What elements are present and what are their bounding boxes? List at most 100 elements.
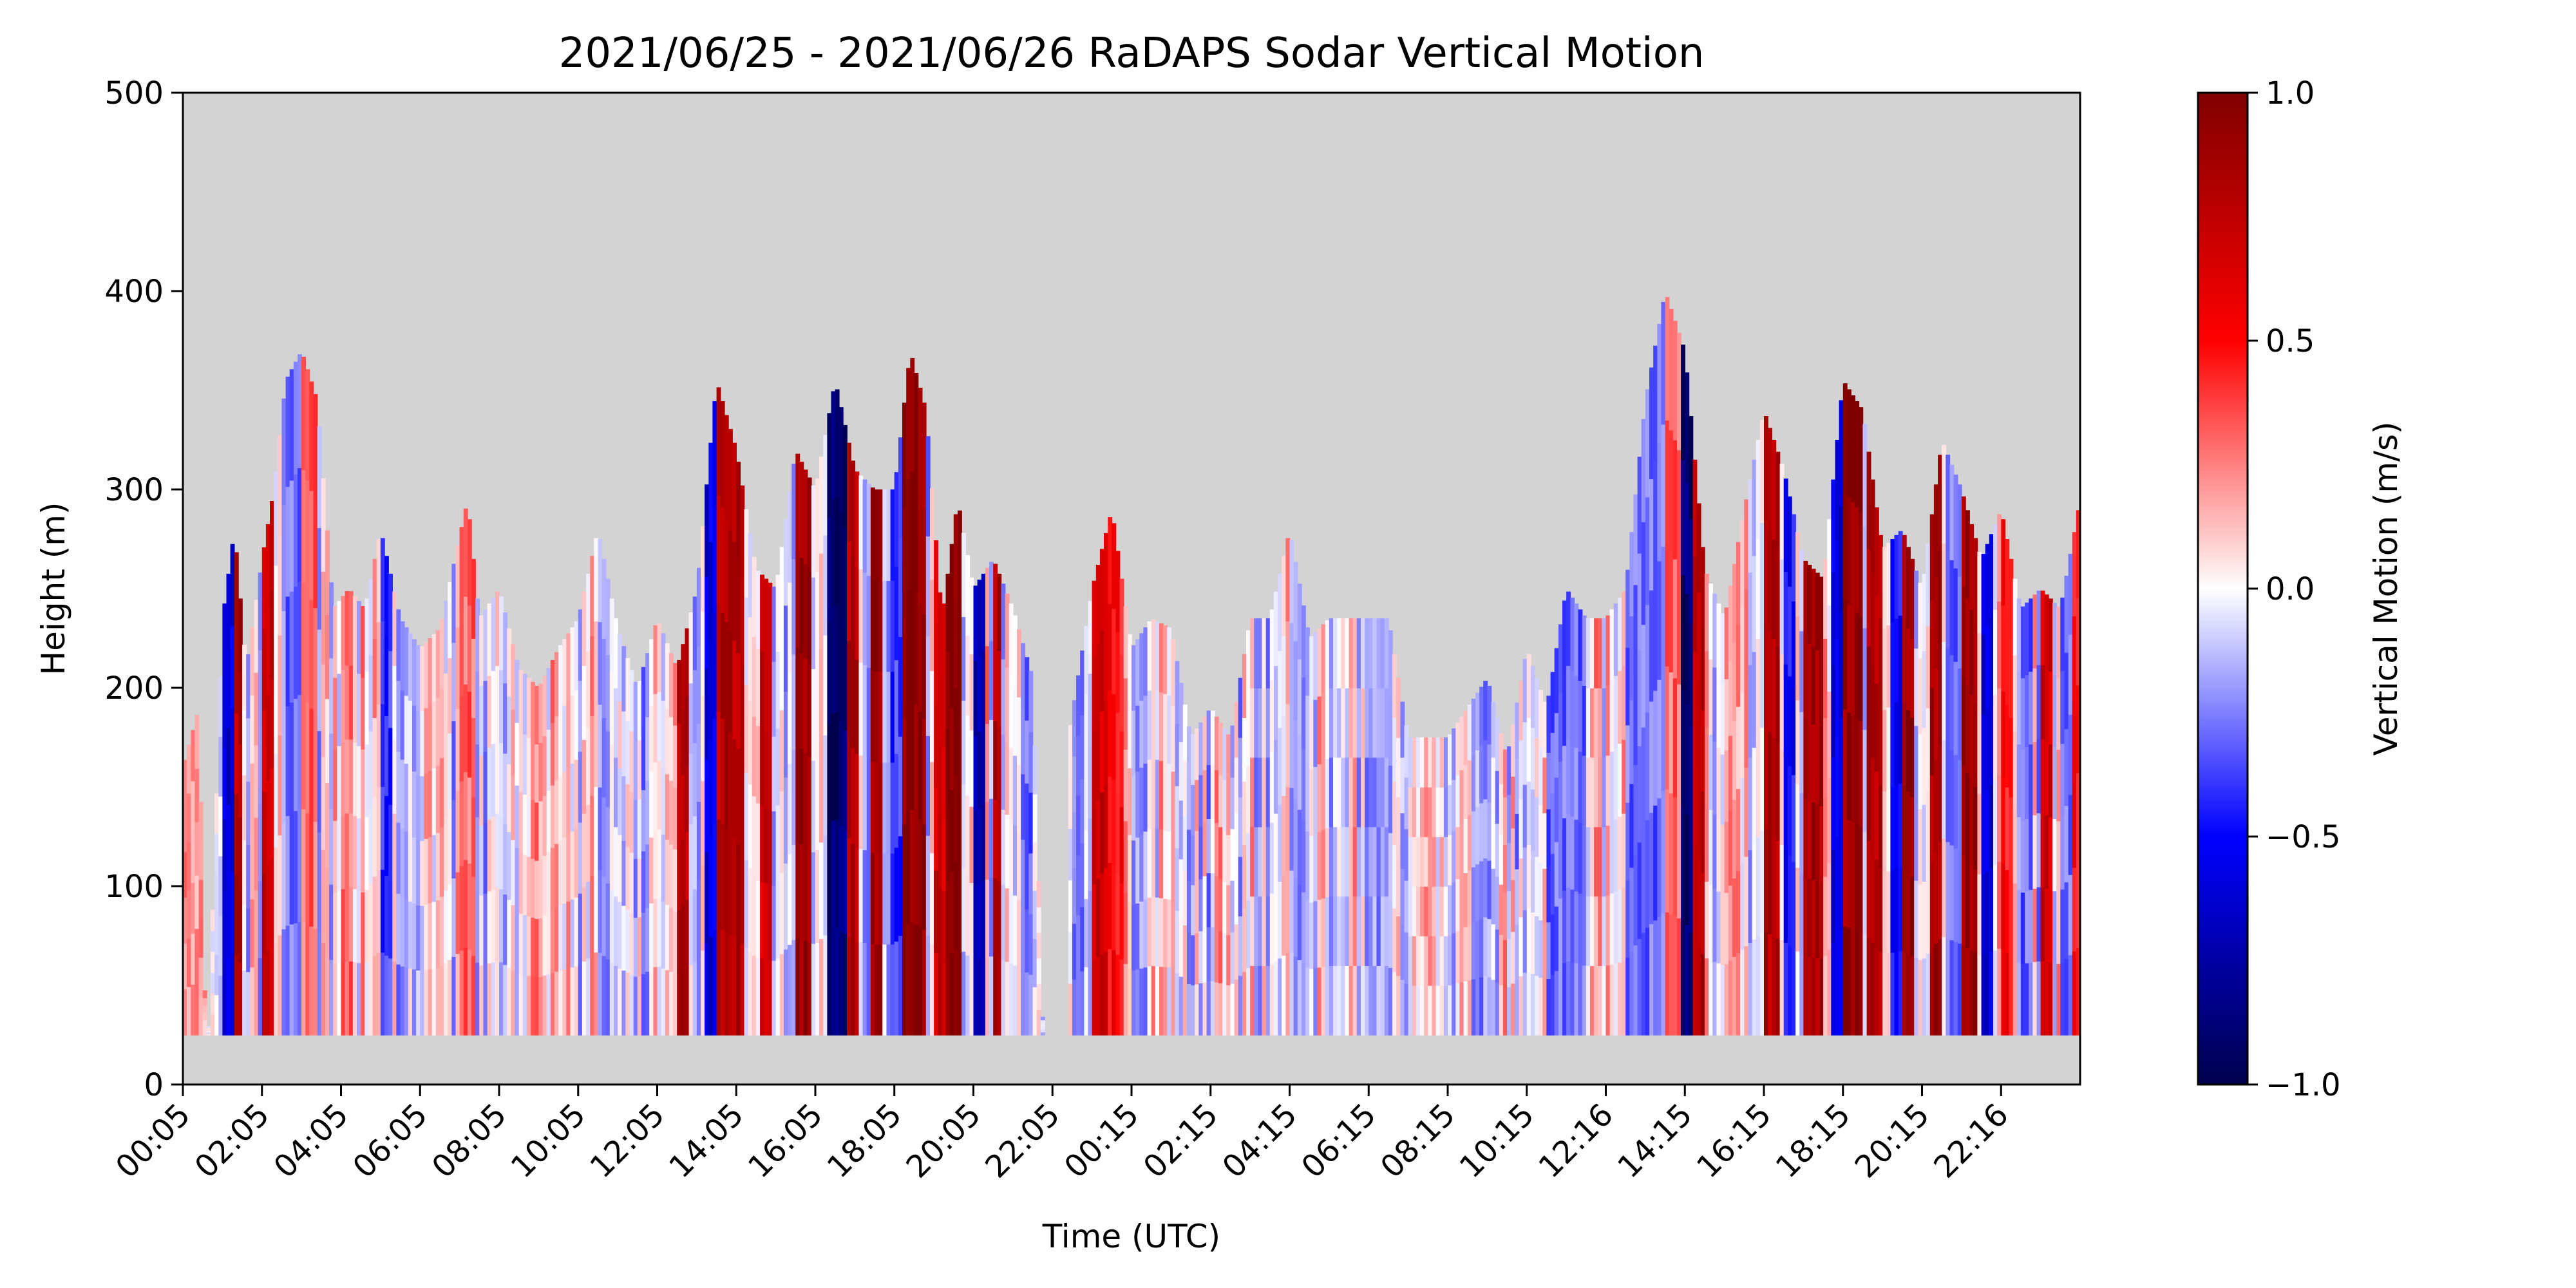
heatmap-cell: [1139, 834, 1144, 902]
heatmap-cell: [1649, 923, 1654, 1036]
heatmap-cell: [1443, 787, 1448, 837]
heatmap-cell: [934, 622, 938, 706]
heatmap-cell: [1388, 697, 1393, 766]
heatmap-cell: [191, 984, 196, 1036]
heatmap-cell: [285, 596, 290, 706]
heatmap-cell: [1155, 828, 1160, 898]
heatmap-cell: [313, 500, 318, 609]
heatmap-cell: [1127, 968, 1132, 1036]
heatmap-cell: [1021, 904, 1026, 971]
heatmap-cell: [1859, 826, 1864, 931]
heatmap-cell: [341, 888, 346, 963]
heatmap-cell: [1839, 823, 1844, 930]
heatmap-cell: [1851, 502, 1855, 609]
heatmap-cell: [1001, 809, 1006, 886]
heatmap-cell: [416, 970, 421, 1036]
heatmap-cell: [882, 943, 887, 1036]
heatmap-cell: [1499, 934, 1504, 985]
heatmap-cell: [894, 847, 899, 942]
heatmap-cell: [894, 472, 899, 567]
heatmap-cell: [712, 718, 717, 824]
heatmap-cell: [1953, 848, 1958, 942]
heatmap-cell: [1147, 966, 1152, 1036]
heatmap-cell: [1526, 844, 1531, 909]
heatmap-cell: [278, 634, 283, 735]
heatmap-cell: [1613, 675, 1618, 748]
heatmap-cell: [1522, 972, 1528, 1036]
heatmap-cell: [1530, 666, 1535, 728]
heatmap-cell: [2068, 554, 2073, 635]
heatmap-cell: [1222, 830, 1227, 882]
heatmap-cell: [925, 835, 931, 936]
heatmap-cell: [1562, 890, 1567, 963]
heatmap-cell: [305, 813, 310, 925]
heatmap-cell: [554, 652, 559, 717]
heatmap-cell: [372, 797, 377, 877]
heatmap-cell: [949, 789, 954, 872]
heatmap-cell: [483, 680, 488, 752]
heatmap-cell: [570, 695, 575, 764]
heatmap-cell: [685, 899, 690, 968]
heatmap-cell: [1669, 672, 1674, 794]
heatmap-cell: [1942, 838, 1947, 938]
heatmap-cell: [953, 688, 958, 775]
heatmap-cell: [858, 755, 864, 849]
heatmap-cell: [1842, 600, 1848, 710]
heatmap-cell: [1835, 539, 1840, 639]
heatmap-cell: [1428, 936, 1433, 986]
heatmap-cell: [183, 943, 187, 990]
heatmap-cell: [1084, 762, 1089, 831]
heatmap-cell: [1293, 877, 1298, 957]
heatmap-cell: [1502, 892, 1508, 940]
heatmap-cell: [1969, 609, 1975, 696]
heatmap-cell: [838, 511, 844, 617]
heatmap-cell: [945, 650, 951, 728]
heatmap-cell: [862, 479, 867, 573]
heatmap-cell: [582, 591, 587, 667]
heatmap-cell: [388, 804, 393, 882]
heatmap-cell: [870, 943, 875, 1036]
heatmap-cell: [1918, 733, 1923, 810]
heatmap-cell: [1894, 784, 1899, 869]
heatmap-cell: [518, 852, 524, 914]
heatmap-cell: [1831, 942, 1836, 1036]
heatmap-cell: [1973, 952, 1978, 1036]
heatmap-cell: [1519, 739, 1524, 800]
heatmap-cell: [1467, 759, 1472, 815]
heatmap-cell: [1661, 424, 1666, 547]
heatmap-cell: [1918, 582, 1923, 659]
heatmap-cell: [858, 848, 864, 943]
heatmap-cell: [1918, 884, 1923, 960]
heatmap-cell: [1700, 872, 1705, 954]
heatmap-cell: [1720, 824, 1725, 895]
heatmap-cell: [499, 596, 504, 670]
heatmap-cell: [1132, 645, 1136, 711]
heatmap-cell: [1716, 675, 1721, 748]
x-axis-label: Time (UTC): [1042, 1218, 1220, 1255]
heatmap-cell: [1380, 757, 1385, 828]
heatmap-cell: [1167, 831, 1172, 900]
heatmap-cell: [439, 688, 444, 759]
heatmap-cell: [491, 816, 496, 890]
heatmap-cell: [1499, 985, 1504, 1036]
heatmap-cell: [467, 949, 472, 1036]
heatmap-cell: [1467, 869, 1472, 925]
heatmap-cell: [274, 471, 279, 566]
heatmap-cell: [755, 957, 761, 1036]
heatmap-cell: [1032, 745, 1037, 795]
heatmap-cell: [1720, 753, 1725, 825]
heatmap-cell: [712, 401, 717, 507]
heatmap-cell: [1380, 965, 1385, 1036]
heatmap-cell: [775, 958, 781, 1036]
heatmap-cell: [1842, 817, 1848, 927]
heatmap-cell: [1238, 737, 1243, 798]
heatmap-cell: [1851, 395, 1855, 502]
heatmap-cell: [1028, 792, 1034, 854]
heatmap-cell: [574, 759, 579, 829]
heatmap-cell: [1657, 442, 1662, 562]
heatmap-cell: [855, 565, 860, 660]
heatmap-cell: [337, 890, 342, 963]
heatmap-cell: [1084, 625, 1089, 695]
heatmap-cell: [408, 968, 413, 1036]
heatmap-cell: [1744, 945, 1749, 1036]
